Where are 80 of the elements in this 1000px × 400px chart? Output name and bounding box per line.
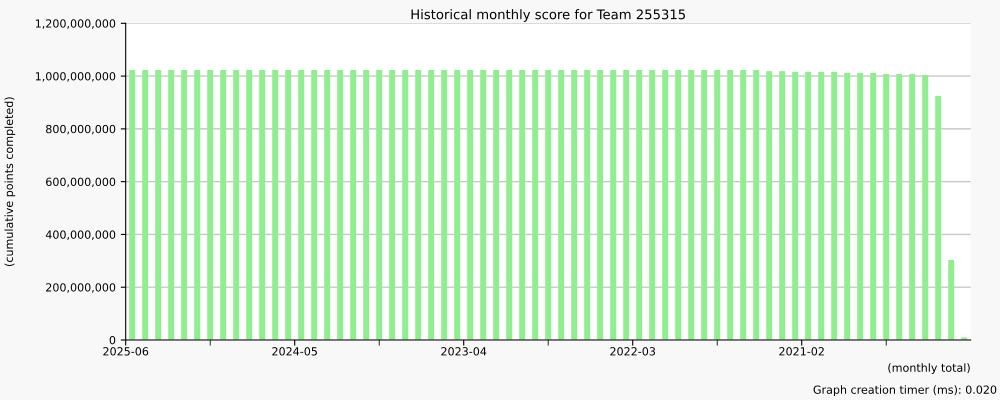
- y-tick-label: 1,000,000,000: [36, 72, 116, 82]
- bar: [688, 70, 694, 340]
- bar: [129, 70, 136, 340]
- bar: [532, 70, 538, 340]
- x-tick-label: 2025-06: [103, 347, 148, 356]
- bar: [402, 70, 408, 340]
- y-tick-label: 200,000,000: [46, 283, 116, 293]
- x-tick-label: 2022-03: [610, 347, 656, 356]
- bar: [454, 70, 460, 340]
- bar: [441, 70, 448, 340]
- bar: [610, 70, 616, 340]
- x-axis-title: (monthly total): [888, 363, 970, 374]
- x-tick-label: 2021-02: [779, 347, 824, 356]
- bar: [831, 72, 838, 340]
- bar: [519, 70, 526, 340]
- text: Graph creation timer (ms): 0.020: [814, 385, 996, 396]
- x-tick-label: 2024-05: [272, 347, 317, 356]
- y-tick-label: 0: [110, 336, 116, 344]
- y-tick-label: 1,200,000,000: [36, 19, 116, 29]
- bar: [753, 70, 760, 340]
- bar: [194, 70, 200, 340]
- bar: [259, 70, 266, 340]
- bar: [415, 70, 422, 340]
- bar: [246, 70, 252, 340]
- bar: [818, 72, 824, 340]
- bar: [311, 70, 318, 340]
- bar: [636, 70, 642, 340]
- bar: [597, 70, 604, 340]
- bar: [181, 70, 188, 340]
- bar: [376, 70, 382, 340]
- bar: [467, 70, 474, 340]
- bar: [701, 70, 708, 340]
- bar: [714, 70, 720, 340]
- bar: [935, 96, 942, 340]
- bar: [285, 70, 292, 340]
- bar: [155, 70, 162, 340]
- bar: [805, 72, 812, 340]
- bar: [649, 70, 656, 340]
- bar: [428, 70, 434, 340]
- bar: [766, 71, 772, 340]
- bar: [363, 70, 370, 340]
- bar: [623, 70, 630, 340]
- x-tick-label: 2023-04: [441, 347, 486, 356]
- chart-title: Historical monthly score for Team 255315: [412, 9, 685, 22]
- bar: [220, 70, 226, 340]
- bar: [740, 70, 746, 340]
- bar: [779, 71, 786, 340]
- bar: [948, 260, 954, 340]
- bar: [896, 74, 902, 340]
- y-tick-label: 400,000,000: [46, 230, 116, 240]
- bar: [324, 70, 330, 340]
- bar: [545, 70, 552, 340]
- bar: [909, 74, 916, 340]
- bar: [792, 72, 798, 340]
- bar: [571, 70, 578, 340]
- bar: [675, 70, 682, 340]
- bar: [233, 70, 240, 340]
- bar: [922, 75, 928, 340]
- bar: [142, 70, 148, 340]
- bar: [350, 70, 356, 340]
- bar: [844, 72, 850, 340]
- bar: [857, 72, 864, 340]
- bar: [727, 70, 734, 340]
- bar: [584, 70, 590, 340]
- bar: [493, 70, 500, 340]
- bar: [506, 70, 512, 340]
- y-tick-label: 800,000,000: [46, 124, 116, 134]
- bar: [662, 70, 668, 340]
- bar: [870, 72, 876, 340]
- bar: [298, 70, 304, 340]
- y-axis-title: (cumulative points completed): [4, 97, 16, 266]
- bar: [272, 70, 278, 340]
- bar: [558, 70, 564, 340]
- y-tick-label: 600,000,000: [46, 178, 116, 188]
- bar: [168, 70, 174, 340]
- bar: [389, 70, 396, 340]
- bar: [207, 70, 214, 340]
- bar: [337, 70, 344, 340]
- bar: [480, 70, 486, 340]
- bar: [883, 74, 890, 340]
